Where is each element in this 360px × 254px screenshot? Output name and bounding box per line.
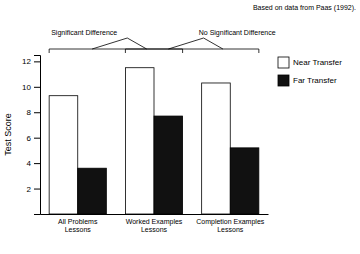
x-tick-label: Worked ExamplesLessons (126, 218, 183, 233)
bracket (49, 38, 182, 53)
legend-swatch (278, 57, 289, 68)
bracket-label: Significant Difference (51, 29, 117, 37)
y-tick-label: 2 (27, 185, 32, 194)
bracket-line (49, 49, 50, 53)
y-tick-mark (34, 138, 40, 139)
x-tick: All ProblemsLessons (58, 218, 98, 233)
y-tick-mark (34, 61, 40, 62)
y-axis-line (34, 56, 41, 215)
y-tick: 10 (22, 83, 40, 92)
bar (78, 168, 107, 214)
y-tick-mark (34, 189, 40, 190)
bracket-label: No Significant Difference (199, 29, 276, 37)
x-tick-label: Completion ExamplesLessons (196, 218, 265, 233)
bracket-line (92, 38, 127, 49)
y-tick: 6 (27, 134, 40, 143)
y-tick: 8 (27, 108, 40, 117)
bracket-line (127, 38, 146, 49)
source-note: Based on data from Paas (1992). (253, 4, 356, 12)
chart: 2 4 6 8 10 12 All ProblemsLessons Worked Exampl… (0, 0, 360, 254)
legend: Near Transfer Far Transfer (278, 57, 342, 86)
bracket-line (125, 49, 126, 53)
bar (49, 96, 78, 214)
y-tick-label: 12 (22, 57, 31, 66)
y-tick-mark (34, 112, 40, 113)
legend-label: Far Transfer (293, 76, 337, 85)
bracket-line (204, 38, 223, 49)
y-axis-title: Test Score (3, 113, 13, 156)
y-tick-mark (34, 87, 40, 88)
bar (230, 148, 259, 214)
bracket-line (258, 49, 259, 53)
x-tick: Worked ExamplesLessons (126, 218, 183, 233)
bar (125, 68, 154, 214)
y-tick-label: 10 (22, 83, 31, 92)
bar (202, 83, 231, 214)
x-tick: Completion ExamplesLessons (196, 218, 265, 233)
bracket (125, 38, 258, 53)
y-tick-label: 6 (27, 134, 32, 143)
legend-item: Far Transfer (278, 75, 337, 86)
y-axis: 2 4 6 8 10 12 (22, 56, 40, 215)
annotations: Significant Difference No Significant Dif… (49, 4, 356, 53)
x-axis: All ProblemsLessons Worked ExamplesLesson… (41, 215, 269, 234)
x-axis-line (41, 214, 269, 215)
bars (49, 68, 259, 214)
legend-item: Near Transfer (278, 57, 342, 68)
legend-label: Near Transfer (293, 58, 342, 67)
y-tick-mark (34, 163, 40, 164)
x-tick-label: All ProblemsLessons (58, 218, 98, 233)
y-tick-label: 4 (27, 159, 32, 168)
legend-swatch (278, 75, 289, 86)
bar (154, 116, 183, 214)
y-tick: 12 (22, 57, 40, 66)
bracket-line (182, 49, 183, 53)
bracket-line (125, 49, 258, 50)
bracket-line (168, 38, 203, 49)
y-tick: 2 (27, 185, 40, 194)
y-tick: 4 (27, 159, 40, 168)
y-tick-label: 8 (27, 108, 32, 117)
